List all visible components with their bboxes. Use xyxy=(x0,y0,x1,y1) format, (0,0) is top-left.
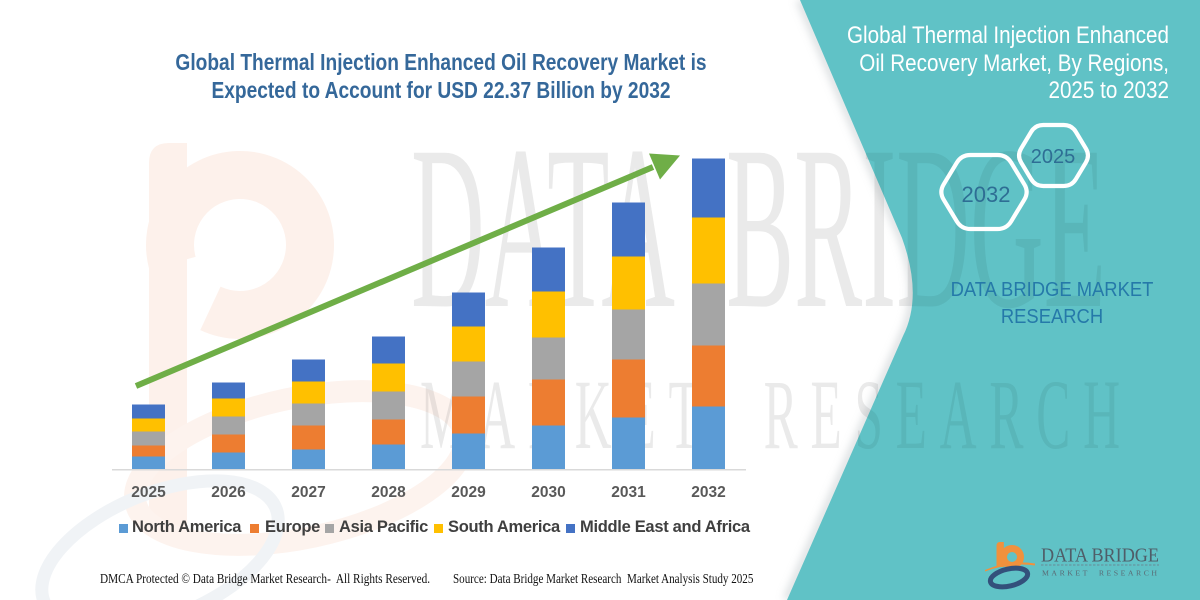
svg-text:2025: 2025 xyxy=(1031,146,1076,168)
svg-text:DATA BRIDGE: DATA BRIDGE xyxy=(1041,545,1159,567)
svg-text:2032: 2032 xyxy=(962,182,1011,207)
svg-text:MARKET RESEARCH: MARKET RESEARCH xyxy=(1042,569,1160,578)
